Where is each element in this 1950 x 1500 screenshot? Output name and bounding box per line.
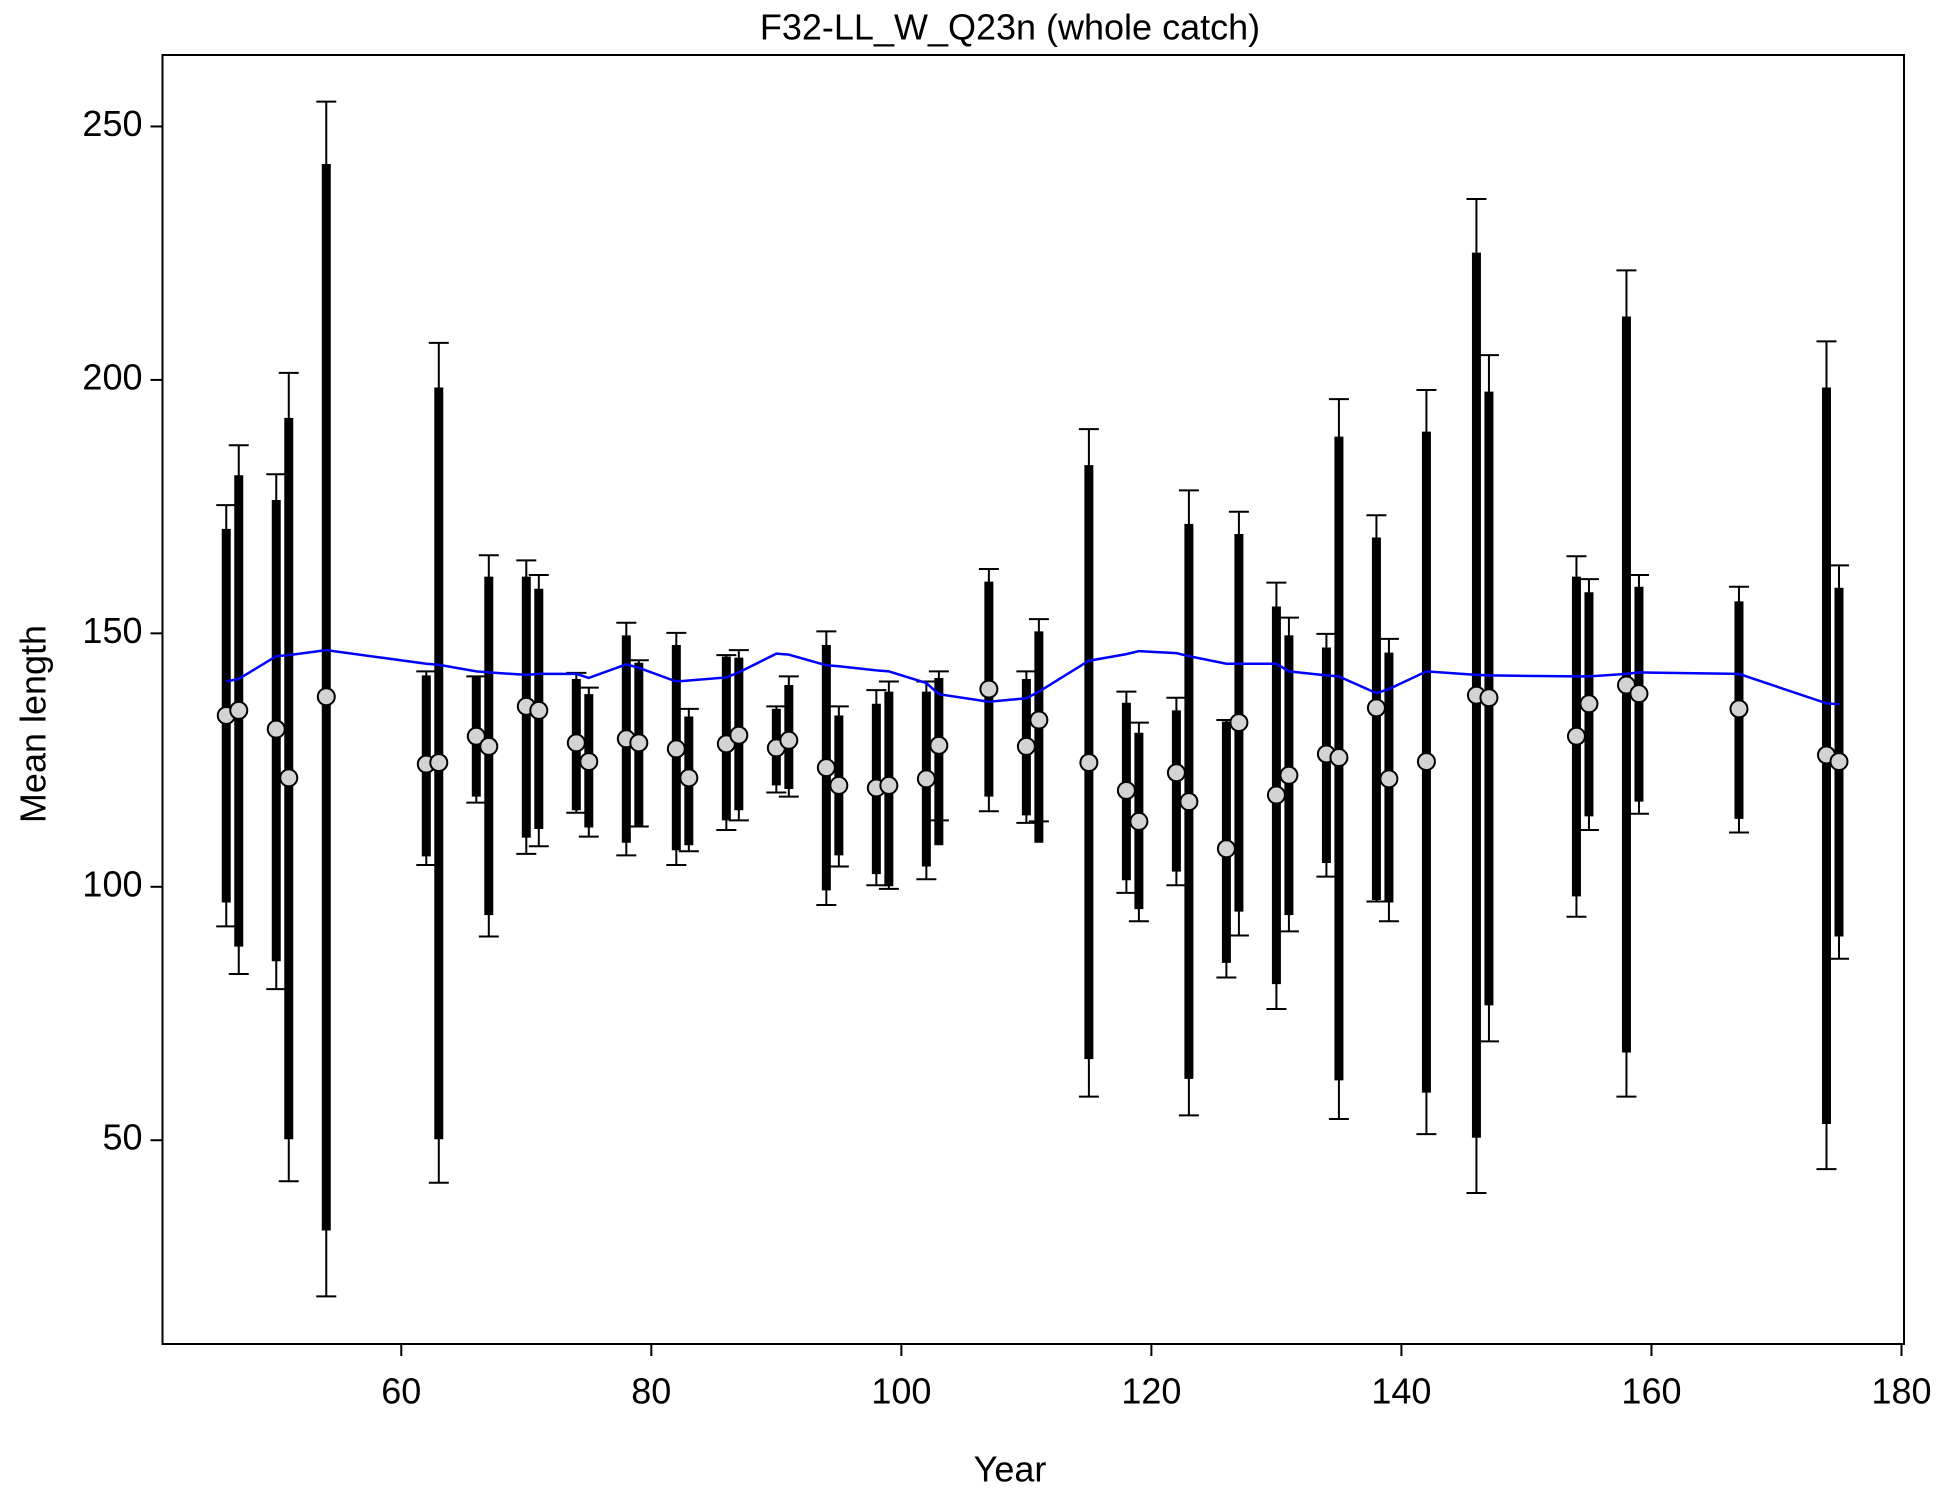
- x-tick-label: 100: [871, 1371, 931, 1412]
- chart-title: F32-LL_W_Q23n (whole catch): [760, 7, 1260, 48]
- mean-point: [779, 730, 799, 750]
- mean-point: [229, 700, 249, 720]
- mean-point: [816, 758, 836, 778]
- y-tick-label: 50: [102, 1117, 142, 1158]
- mean-point: [979, 679, 999, 699]
- mean-point: [1579, 694, 1599, 714]
- mean-point: [1279, 765, 1299, 785]
- mean-point: [679, 768, 699, 788]
- mean-point: [429, 753, 449, 773]
- x-tick-label: 180: [1871, 1371, 1931, 1412]
- mean-point: [1829, 752, 1849, 772]
- mean-point: [1216, 839, 1236, 859]
- mean-point: [1029, 710, 1049, 730]
- mean-point: [1416, 752, 1436, 772]
- mean-point: [829, 775, 849, 795]
- mean-point: [1479, 688, 1499, 708]
- mean-point: [1729, 699, 1749, 719]
- mean-point: [316, 687, 336, 707]
- y-tick-label: 200: [82, 356, 142, 397]
- mean-point: [629, 733, 649, 753]
- y-tick-label: 150: [82, 610, 142, 651]
- mean-point: [1016, 736, 1036, 756]
- x-tick-label: 60: [381, 1371, 421, 1412]
- mean-point: [466, 726, 486, 746]
- mean-point: [1629, 684, 1649, 704]
- mean-point: [529, 700, 549, 720]
- mean-point: [929, 735, 949, 755]
- mean-point: [666, 739, 686, 759]
- mean-point: [1179, 792, 1199, 812]
- mean-point: [1116, 780, 1136, 800]
- mean-point: [566, 733, 586, 753]
- mean-point: [1329, 748, 1349, 768]
- x-tick-label: 160: [1621, 1371, 1681, 1412]
- x-axis-label: Year: [974, 1449, 1047, 1490]
- mean-point: [1379, 769, 1399, 789]
- x-tick-label: 120: [1121, 1371, 1181, 1412]
- mean-point: [579, 752, 599, 772]
- mean-point: [1266, 785, 1286, 805]
- x-tick-label: 80: [631, 1371, 671, 1412]
- mean-point: [1079, 753, 1099, 773]
- mean-point: [879, 775, 899, 795]
- mean-point: [1166, 763, 1186, 783]
- mean-point: [916, 769, 936, 789]
- mean-point: [479, 736, 499, 756]
- mean-point: [1566, 726, 1586, 746]
- mean-point: [279, 768, 299, 788]
- mean-point: [1229, 713, 1249, 733]
- mean-point: [729, 725, 749, 745]
- mean-point: [266, 719, 286, 739]
- x-tick-label: 140: [1371, 1371, 1431, 1412]
- fit-line: [226, 648, 1840, 706]
- y-tick-label: 100: [82, 863, 142, 904]
- plot-frame: [161, 54, 1905, 1345]
- y-axis-label: Mean length: [13, 625, 54, 823]
- mean-point: [1366, 698, 1386, 718]
- mean-point: [1129, 811, 1149, 831]
- y-tick-label: 250: [82, 103, 142, 144]
